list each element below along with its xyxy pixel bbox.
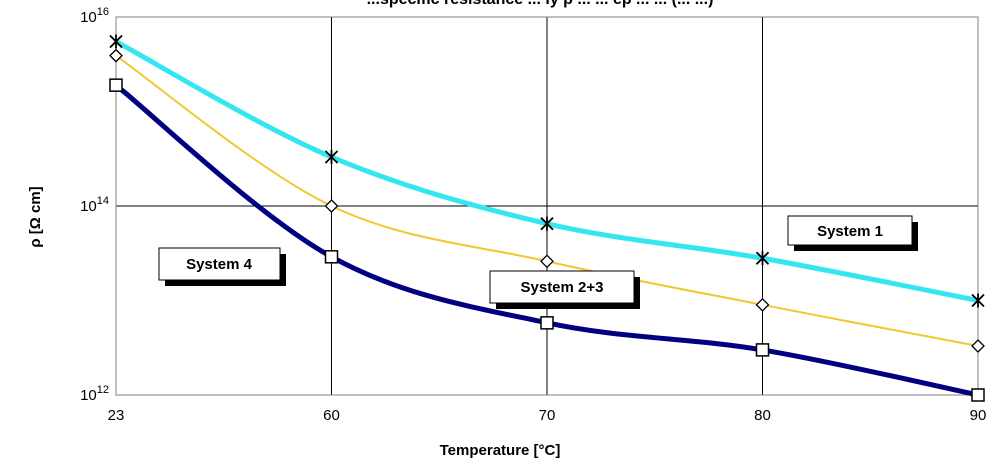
annotation-system-1-text: System 1 <box>817 223 883 240</box>
plot-area-border <box>115 16 979 396</box>
y-axis-title: ρ [Ω cm] <box>27 186 44 247</box>
x-tick-label: 60 <box>323 407 340 424</box>
series-line <box>114 83 979 398</box>
data-point <box>971 339 985 353</box>
x-tick-label: 70 <box>539 407 556 424</box>
data-point <box>971 293 985 308</box>
series-system-4 <box>109 78 985 402</box>
data-point <box>324 250 339 264</box>
data-point <box>755 343 770 357</box>
x-tick-label: 23 <box>108 407 125 424</box>
annotation-system-4-box <box>158 247 281 281</box>
data-point <box>109 34 123 49</box>
series-system-2-3 <box>109 48 985 353</box>
data-point <box>109 48 123 63</box>
data-point <box>324 199 339 213</box>
y-tick-label: 1016 <box>80 6 109 26</box>
chart-title: ...specific resistance ... ly p ... ... … <box>367 0 714 8</box>
x-tick-label: 80 <box>754 407 771 424</box>
data-point <box>109 78 123 92</box>
data-point <box>755 297 770 312</box>
data-point <box>540 254 554 269</box>
x-axis-title: Temperature [°C] <box>440 442 561 459</box>
y-tick-label: 1014 <box>80 195 109 215</box>
data-point <box>324 150 339 164</box>
series-layer <box>109 34 985 402</box>
data-point <box>540 216 554 231</box>
data-point <box>540 316 554 330</box>
annotation-system-23-text: System 2+3 <box>521 279 604 296</box>
annotation-system-1: System 1 <box>787 215 918 251</box>
series-system-1 <box>109 34 985 308</box>
annotation-system-23-box <box>489 270 635 304</box>
annotation-system-23: System 2+3 <box>489 270 640 309</box>
annotation-system-4: System 4 <box>158 247 286 286</box>
x-tick-label: 90 <box>970 407 987 424</box>
annotation-system-1-box <box>787 215 913 246</box>
annotation-system-4-text: System 4 <box>186 256 253 273</box>
grid <box>116 17 978 395</box>
series-line <box>115 54 979 347</box>
data-point <box>755 251 770 266</box>
y-tick-label: 1012 <box>80 384 109 404</box>
tick-labels: 23 60 70 80 90 1012 1014 1016 <box>80 6 986 424</box>
data-point <box>971 388 985 402</box>
